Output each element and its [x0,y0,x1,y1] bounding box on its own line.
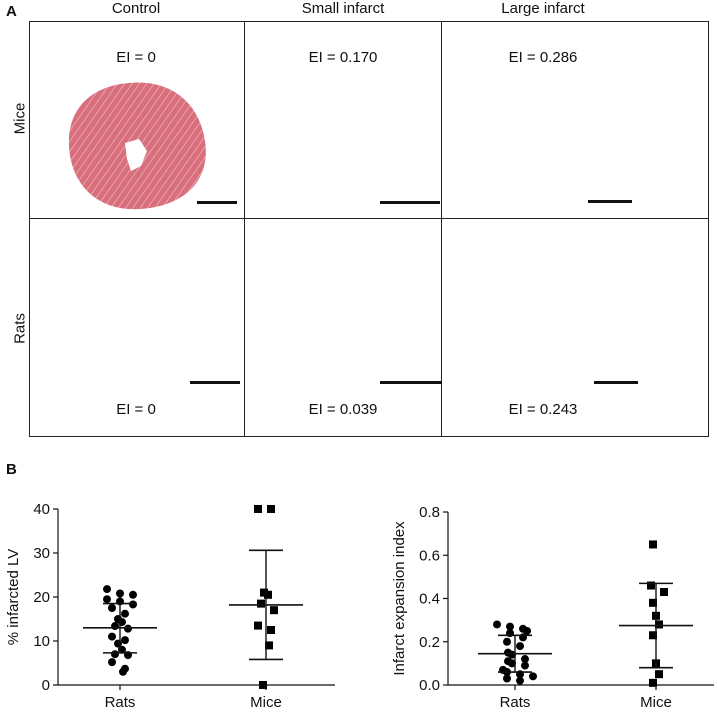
ei-label-rats-large: EI = 0.243 [508,401,578,418]
data-point-rats [508,659,516,668]
data-point-mice [649,631,657,640]
data-point-mice [660,588,668,597]
data-point-rats [103,585,111,594]
scale-bar-mice-large [588,200,632,203]
ei-label-rats-small: EI = 0.039 [308,401,378,418]
data-point-rats [523,626,531,635]
data-point-rats [119,667,127,676]
data-point-rats [521,655,529,664]
data-point-rats [503,637,511,646]
scale-bar-rats-large [594,381,638,384]
column-title-large-infarct: Large infarct [501,0,585,17]
data-point-mice [259,681,267,689]
x-tick-label-mice: Mice [640,694,672,711]
scale-bar-rats-control [190,381,240,384]
y-tick-label: 0.2 [419,634,440,651]
grid-divider-v2 [441,21,442,437]
panel-a-letter: A [6,3,17,20]
y-tick-label: 0.8 [419,504,440,521]
ei-label-rats-control: EI = 0 [116,401,156,418]
data-point-rats [508,650,516,659]
x-tick-label-rats: Rats [500,694,531,711]
scale-bar-rats-small [380,381,442,384]
column-title-control: Control [111,0,161,17]
y-tick-label: 30 [33,545,50,562]
y-tick-label: 20 [33,589,50,606]
data-point-rats [103,595,111,604]
x-tick-label-rats: Rats [105,694,136,711]
y-tick-label: 0.4 [419,591,440,608]
data-point-rats [521,661,529,670]
data-point-mice [267,626,275,634]
section-mice-control [68,82,206,210]
data-point-mice [254,621,262,630]
data-point-rats [129,590,137,599]
row-title-rats: Rats [11,313,29,344]
data-point-mice [257,599,265,608]
data-point-mice [655,620,663,629]
data-point-rats [108,604,116,612]
data-point-mice [264,590,272,599]
y-tick-label: 0.0 [419,677,440,694]
data-point-rats [108,632,116,641]
data-point-rats [506,622,514,631]
data-point-rats [118,618,126,627]
row-title-mice: Mice [11,102,29,135]
data-point-mice [254,505,262,513]
data-point-rats [516,676,524,685]
data-point-rats [111,650,119,659]
y-tick-label: 10 [33,633,50,650]
x-tick-label-mice: Mice [250,694,282,711]
data-point-rats [503,674,511,683]
y-tick-label: 0 [42,677,50,694]
data-point-mice [647,581,655,590]
data-point-rats [529,672,537,681]
data-point-mice [649,678,657,687]
y-tick-label: 0.6 [419,547,440,564]
data-point-mice [649,598,657,607]
column-title-small-infarct: Small infarct [301,0,385,17]
histology-grid [29,21,709,437]
data-point-mice [655,670,663,679]
data-point-mice [270,606,278,615]
scale-bar-mice-small [380,201,440,204]
data-point-rats [493,620,501,629]
y-tick-label: 40 [33,501,50,518]
histology-images [68,82,206,210]
data-point-mice [265,641,273,650]
data-point-rats [116,589,124,598]
grid-divider-h [29,218,709,219]
panel-b-letter: B [6,461,17,478]
data-point-rats [121,609,129,618]
data-point-rats [121,636,129,645]
scale-bar-mice-control [197,201,237,204]
data-point-rats [129,600,137,609]
y-axis-label: % infarcted LV [5,549,22,645]
ei-label-mice-small: EI = 0.170 [308,49,378,66]
grid-divider-v1 [244,21,245,437]
y-axis-label: Infarct expansion index [391,521,408,676]
data-point-rats [124,624,132,633]
ei-label-mice-large: EI = 0.286 [508,49,578,66]
data-point-rats [111,622,119,631]
data-point-rats [108,658,116,667]
data-point-mice [267,505,275,513]
data-point-mice [649,540,657,549]
ei-label-mice-control: EI = 0 [116,49,156,66]
chart-infarcted-lv: 0 10 20 30 40 % infarcted LV Rats Mice [5,501,335,711]
chart-infarct-expansion-index: 0.0 0.2 0.4 0.6 0.8 Infarct expansion index Ra… [391,504,714,711]
data-point-rats [516,642,524,651]
